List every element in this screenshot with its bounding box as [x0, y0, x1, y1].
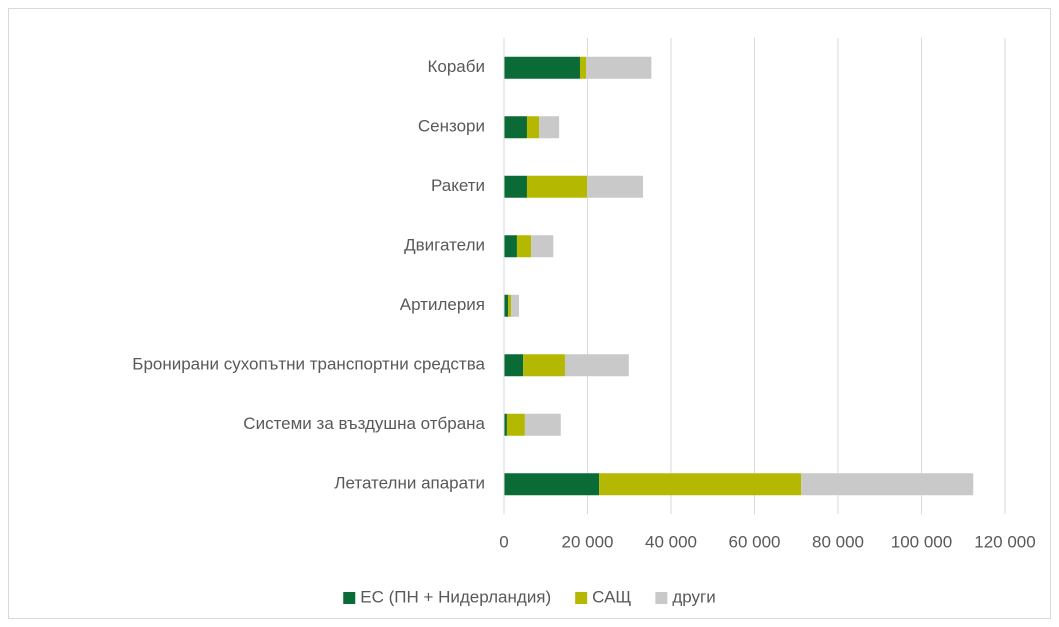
bar-segment [531, 235, 554, 258]
y-tick-label: Бронирани сухопътни транспортни средства [132, 355, 485, 374]
legend-swatch [575, 592, 588, 604]
bar-segment [579, 56, 587, 79]
x-tick-label: 120 000 [974, 532, 1035, 551]
y-tick-label: Артилерия [400, 295, 485, 314]
x-tick-label: 100 000 [891, 532, 952, 551]
y-tick-label: Кораби [428, 57, 486, 76]
bar-segment [523, 354, 565, 377]
legend-label: ЕС (ПН + Нидерландия) [360, 587, 551, 606]
bar-segment [564, 354, 629, 377]
y-tick-label: Ракети [431, 176, 485, 195]
bar-segment [508, 294, 512, 317]
bar-segment [504, 175, 527, 198]
x-tick-label: 80 000 [812, 532, 864, 551]
legend-swatch [343, 592, 356, 604]
x-tick-label: 40 000 [645, 532, 697, 551]
bar-segment [599, 473, 802, 496]
legend: ЕС (ПН + Нидерландия) САЩ други [343, 587, 716, 606]
bar-segment [587, 175, 644, 198]
bar-segment [801, 473, 974, 496]
legend-label: САЩ [592, 587, 631, 606]
bar-segment [526, 175, 588, 198]
y-tick-label: Системи за въздушна отбрана [243, 414, 485, 433]
bar-segment [504, 294, 509, 317]
bar-segment [504, 56, 580, 79]
bar-segment [504, 413, 507, 436]
y-tick-label: Сензори [418, 117, 485, 136]
y-tick-label: Летателни апарати [334, 474, 485, 493]
bar-segment [511, 294, 520, 317]
bar-segment [504, 473, 600, 496]
bar-segment [504, 235, 517, 258]
legend-label: други [672, 587, 715, 606]
chart-border [8, 8, 1051, 619]
bar-segment [504, 354, 524, 377]
x-tick-label: 0 [499, 532, 508, 551]
bar-segment [506, 413, 525, 436]
x-tick-label: 20 000 [562, 532, 614, 551]
bar-segment [539, 116, 560, 139]
bar-segment [524, 413, 561, 436]
x-tick-label: 60 000 [729, 532, 781, 551]
bar-segment [526, 116, 540, 139]
bar-segment [586, 56, 652, 79]
bar-segment [516, 235, 532, 258]
legend-swatch [655, 592, 668, 604]
bar-segment [504, 116, 527, 139]
y-tick-label: Двигатели [404, 236, 485, 255]
